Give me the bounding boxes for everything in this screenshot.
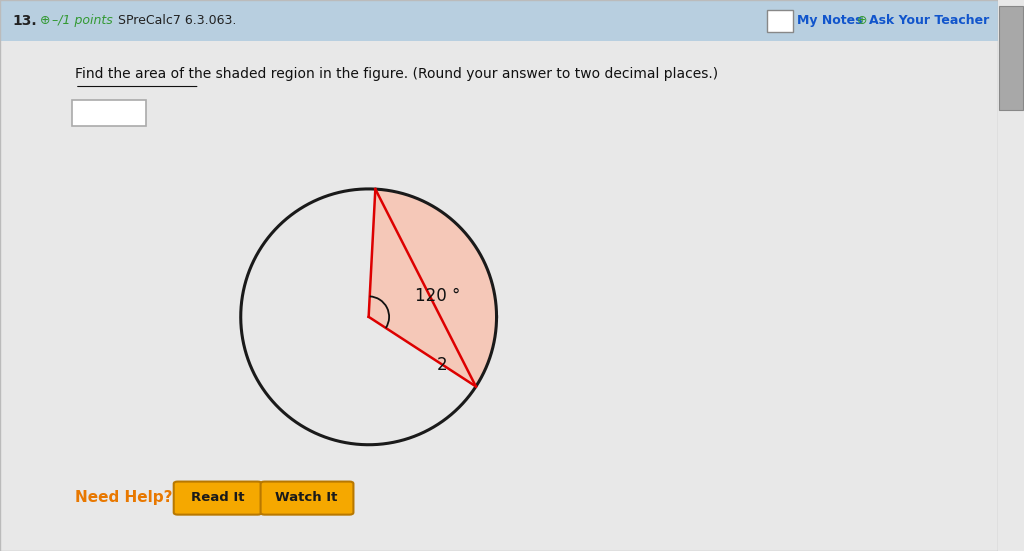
FancyBboxPatch shape bbox=[767, 9, 793, 31]
Text: Need Help?: Need Help? bbox=[75, 489, 172, 505]
Text: 13.: 13. bbox=[12, 14, 37, 28]
Text: ⊕: ⊕ bbox=[40, 14, 50, 27]
FancyBboxPatch shape bbox=[72, 100, 145, 126]
FancyBboxPatch shape bbox=[174, 482, 261, 515]
Polygon shape bbox=[369, 189, 497, 386]
FancyBboxPatch shape bbox=[260, 482, 353, 515]
Text: SPreCalc7 6.3.063.: SPreCalc7 6.3.063. bbox=[118, 14, 237, 27]
Text: Read It: Read It bbox=[190, 490, 245, 504]
Text: My Notes: My Notes bbox=[797, 14, 862, 27]
Text: Watch It: Watch It bbox=[275, 490, 338, 504]
FancyBboxPatch shape bbox=[0, 0, 998, 41]
Text: ⊕: ⊕ bbox=[857, 14, 867, 27]
Text: 120 °: 120 ° bbox=[415, 287, 460, 305]
FancyBboxPatch shape bbox=[999, 6, 1023, 110]
Text: –/1 points: –/1 points bbox=[52, 14, 113, 27]
Text: 2: 2 bbox=[437, 356, 447, 374]
Text: Ask Your Teacher: Ask Your Teacher bbox=[868, 14, 989, 27]
Text: Find the area of the shaded region in the figure. (Round your answer to two deci: Find the area of the shaded region in th… bbox=[75, 67, 718, 82]
